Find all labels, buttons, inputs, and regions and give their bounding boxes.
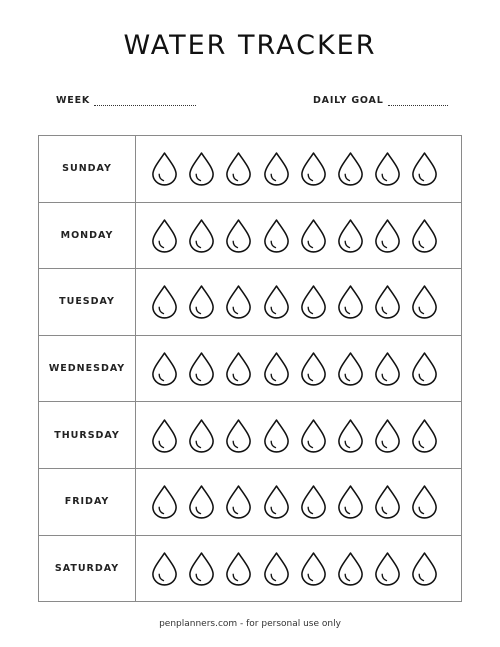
water-drop-icon[interactable]: [336, 551, 365, 586]
week-label: WEEK: [56, 95, 91, 106]
week-fill-line[interactable]: [94, 96, 197, 106]
water-drop-icon[interactable]: [187, 151, 216, 186]
drop-row: [150, 284, 461, 320]
drops-cell: [135, 268, 462, 336]
water-drop-icon[interactable]: [150, 351, 179, 386]
drop-row: [150, 551, 461, 586]
water-drop-icon[interactable]: [336, 418, 365, 453]
water-drop-icon[interactable]: [150, 151, 179, 186]
day-label: WEDNESDAY: [38, 334, 136, 403]
tracker-row-monday: MONDAY: [38, 201, 462, 270]
water-drop-icon[interactable]: [262, 484, 291, 519]
water-drop-icon[interactable]: [262, 351, 291, 386]
water-drop-icon[interactable]: [410, 351, 439, 386]
drop-row: [150, 484, 461, 519]
water-drop-icon[interactable]: [224, 284, 253, 320]
water-drop-icon[interactable]: [299, 484, 328, 519]
water-drop-icon[interactable]: [373, 218, 402, 253]
water-drop-icon[interactable]: [299, 151, 328, 186]
drop-row: [150, 418, 461, 453]
water-drop-icon[interactable]: [336, 151, 365, 186]
water-drop-icon[interactable]: [299, 551, 328, 586]
drop-row: [150, 151, 461, 186]
water-drop-icon[interactable]: [150, 551, 179, 586]
water-drop-icon[interactable]: [187, 484, 216, 519]
water-drop-icon[interactable]: [299, 351, 328, 386]
day-label: THURSDAY: [38, 401, 136, 469]
drop-row: [150, 351, 461, 386]
water-drop-icon[interactable]: [373, 284, 402, 320]
water-drop-icon[interactable]: [150, 218, 179, 253]
water-drop-icon[interactable]: [187, 551, 216, 586]
drops-cell: [135, 135, 462, 203]
water-drop-icon[interactable]: [299, 418, 328, 453]
water-drop-icon[interactable]: [224, 551, 253, 586]
water-drop-icon[interactable]: [410, 484, 439, 519]
water-drop-icon[interactable]: [410, 284, 439, 320]
water-drop-icon[interactable]: [224, 351, 253, 386]
water-drop-icon[interactable]: [187, 418, 216, 453]
day-label: MONDAY: [38, 201, 136, 270]
water-drop-icon[interactable]: [373, 484, 402, 519]
tracker-row-thursday: THURSDAY: [38, 401, 462, 469]
tracker-row-friday: FRIDAY: [38, 467, 462, 536]
page-title: WATER TRACKER: [123, 30, 377, 61]
tracker-row-saturday: SATURDAY: [38, 534, 462, 603]
footer-note: penplanners.com - for personal use only: [159, 619, 341, 629]
water-drop-icon[interactable]: [262, 418, 291, 453]
water-drop-icon[interactable]: [373, 551, 402, 586]
water-drop-icon[interactable]: [299, 218, 328, 253]
water-drop-icon[interactable]: [262, 551, 291, 586]
water-drop-icon[interactable]: [224, 484, 253, 519]
water-drop-icon[interactable]: [410, 218, 439, 253]
water-drop-icon[interactable]: [262, 284, 291, 320]
tracker-row-sunday: SUNDAY: [38, 135, 462, 203]
water-drop-icon[interactable]: [410, 551, 439, 586]
drops-cell: [135, 201, 462, 270]
tracker-row-wednesday: WEDNESDAY: [38, 334, 462, 403]
water-drop-icon[interactable]: [410, 151, 439, 186]
day-label: TUESDAY: [38, 268, 136, 336]
day-label: SATURDAY: [38, 534, 136, 603]
tracker-row-tuesday: TUESDAY: [38, 268, 462, 336]
water-drop-icon[interactable]: [187, 351, 216, 386]
water-drop-icon[interactable]: [262, 151, 291, 186]
daily-goal-fill-line[interactable]: [387, 96, 448, 106]
water-drop-icon[interactable]: [336, 218, 365, 253]
water-drop-icon[interactable]: [336, 284, 365, 320]
daily-goal-field[interactable]: DAILY GOAL: [313, 95, 448, 106]
week-field[interactable]: WEEK: [56, 95, 197, 106]
water-drop-icon[interactable]: [373, 151, 402, 186]
water-drop-icon[interactable]: [262, 218, 291, 253]
water-drop-icon[interactable]: [299, 284, 328, 320]
water-drop-icon[interactable]: [336, 484, 365, 519]
drops-cell: [135, 467, 462, 536]
drops-cell: [135, 401, 462, 469]
water-drop-icon[interactable]: [187, 218, 216, 253]
water-drop-icon[interactable]: [410, 418, 439, 453]
day-label: FRIDAY: [38, 467, 136, 536]
water-drop-icon[interactable]: [224, 218, 253, 253]
daily-goal-label: DAILY GOAL: [313, 95, 384, 106]
water-drop-icon[interactable]: [373, 351, 402, 386]
drops-cell: [135, 534, 462, 603]
water-drop-icon[interactable]: [150, 284, 179, 320]
water-drop-icon[interactable]: [150, 484, 179, 519]
drops-cell: [135, 334, 462, 403]
water-drop-icon[interactable]: [187, 284, 216, 320]
water-drop-icon[interactable]: [373, 418, 402, 453]
water-drop-icon[interactable]: [224, 418, 253, 453]
drop-row: [150, 218, 461, 253]
water-drop-icon[interactable]: [150, 418, 179, 453]
water-drop-icon[interactable]: [224, 151, 253, 186]
day-label: SUNDAY: [38, 135, 136, 203]
water-tracker-table: SUNDAY MONDAY TUESDAY WEDNESDAY THURSDAY FRID…: [38, 135, 462, 603]
water-drop-icon[interactable]: [336, 351, 365, 386]
